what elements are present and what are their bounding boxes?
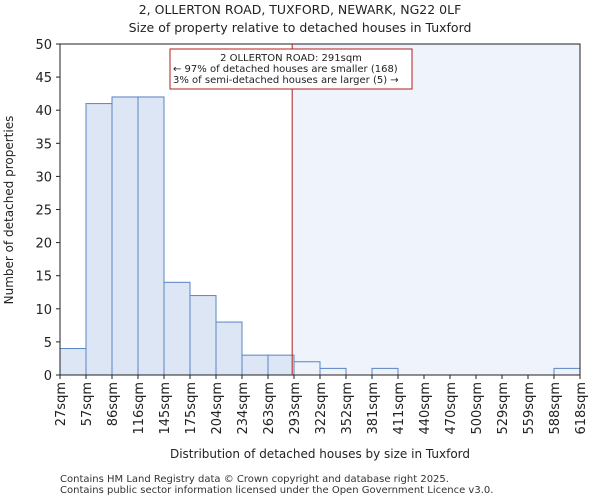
- x-tick-label: 411sqm: [392, 382, 407, 435]
- annotation-title: 2 OLLERTON ROAD: 291sqm: [220, 53, 362, 64]
- y-tick-label: 5: [44, 336, 52, 351]
- bar-57sqm: [85, 103, 113, 376]
- y-tick-label: 10: [35, 303, 52, 318]
- x-tick-label: 145sqm: [158, 382, 173, 435]
- larger-region-shading: [292, 44, 580, 375]
- bar-86sqm: [111, 96, 139, 376]
- bar-588sqm: [553, 367, 581, 376]
- y-tick-label: 20: [35, 237, 52, 252]
- y-tick-label: 50: [35, 38, 52, 53]
- x-tick-label: 27sqm: [54, 382, 69, 426]
- x-axis-label: Distribution of detached houses by size …: [170, 447, 470, 461]
- x-tick-label: 263sqm: [262, 382, 277, 435]
- x-tick-label: 86sqm: [106, 382, 121, 426]
- bar-204sqm: [215, 321, 243, 376]
- axis-ticks: 0 5 10 15 20 25 30 35 40 45 50 27sqm 57sqm 86sqm 116sq…: [35, 38, 589, 435]
- annotation-smaller: ← 97% of detached houses are smaller (16…: [173, 64, 398, 75]
- x-tick-label: 381sqm: [366, 382, 381, 435]
- y-tick-label: 45: [35, 71, 52, 86]
- x-tick-label: 116sqm: [132, 382, 147, 435]
- x-tick-label: 175sqm: [184, 382, 199, 435]
- bar-234sqm: [241, 354, 269, 376]
- y-tick-label: 35: [35, 137, 52, 152]
- chart-subtitle: Size of property relative to detached ho…: [129, 20, 472, 35]
- x-tick-label: 293sqm: [288, 382, 303, 435]
- x-tick-label: 618sqm: [574, 382, 589, 435]
- plot-area-frame: [59, 43, 581, 376]
- x-tick-label: 500sqm: [470, 382, 485, 435]
- bar-27sqm: [59, 348, 87, 376]
- x-tick-label: 234sqm: [236, 382, 251, 435]
- footer-licence: Contains public sector information licen…: [60, 485, 494, 496]
- y-tick-label: 15: [35, 270, 52, 285]
- y-tick-label: 0: [44, 369, 52, 384]
- y-tick-label: 25: [35, 204, 52, 219]
- annotation-box: 2 OLLERTON ROAD: 291sqm ← 97% of detache…: [169, 48, 413, 90]
- x-tick-label: 470sqm: [444, 382, 459, 435]
- y-tick-label: 30: [35, 170, 52, 185]
- footer-copyright: Contains HM Land Registry data © Crown c…: [60, 474, 449, 485]
- chart-title: 2, OLLERTON ROAD, TUXFORD, NEWARK, NG22 …: [139, 2, 462, 17]
- x-tick-label: 322sqm: [314, 382, 329, 435]
- x-tick-label: 440sqm: [418, 382, 433, 435]
- x-tick-label: 588sqm: [548, 382, 563, 435]
- x-tick-label: 57sqm: [80, 382, 95, 426]
- bar-293sqm: [293, 361, 321, 376]
- bar-322sqm: [319, 367, 347, 376]
- bars-group: [59, 96, 581, 376]
- y-axis-label: Number of detached properties: [2, 116, 16, 305]
- bar-381sqm: [371, 367, 399, 376]
- x-tick-label: 352sqm: [340, 382, 355, 435]
- annotation-larger: 3% of semi-detached houses are larger (5…: [173, 75, 399, 86]
- x-tick-label: 204sqm: [210, 382, 225, 435]
- x-tick-label: 559sqm: [522, 382, 537, 435]
- bar-175sqm: [189, 295, 217, 376]
- bar-116sqm: [137, 96, 165, 376]
- x-tick-label: 529sqm: [496, 382, 511, 435]
- bar-145sqm: [163, 281, 191, 376]
- y-tick-label: 40: [35, 104, 52, 119]
- annotation-frame: [169, 48, 413, 90]
- bar-263sqm: [267, 354, 295, 376]
